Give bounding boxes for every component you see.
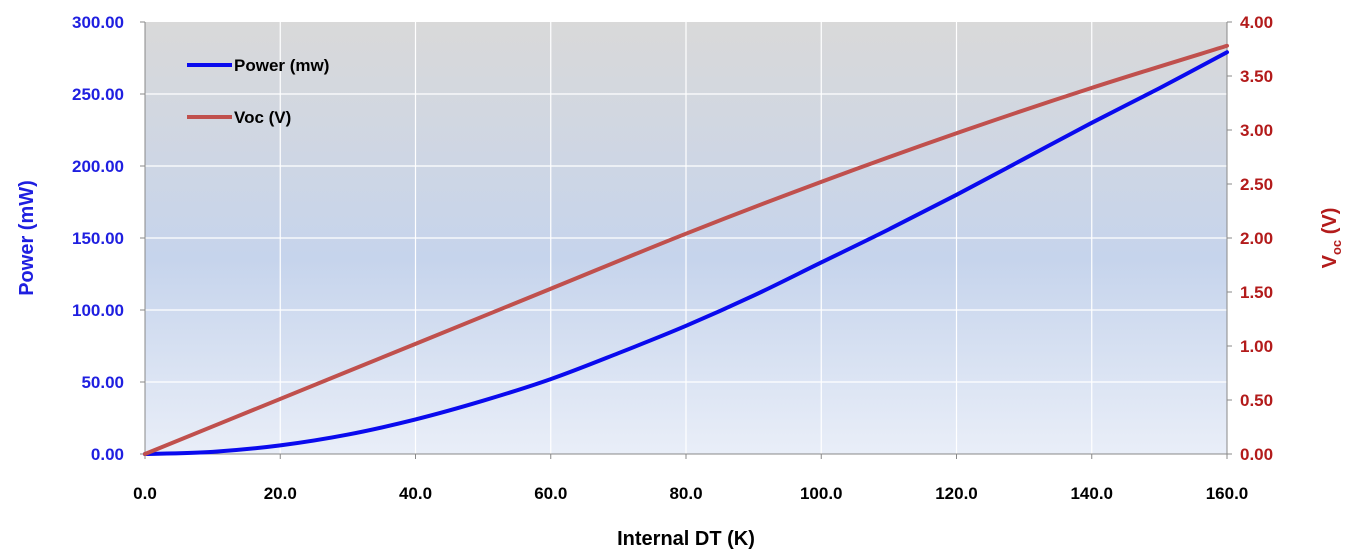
- x-axis-title: Internal DT (K): [617, 528, 755, 550]
- y-left-tick-label: 250.00: [72, 85, 124, 104]
- x-tick-label: 140.0: [1070, 484, 1113, 503]
- tick-labels: 0.0 20.0 40.0 60.0 80.0 100.0 120.0 140.0 160.0 0…: [72, 13, 1273, 503]
- y-left-tick-label: 150.00: [72, 229, 124, 248]
- y-right-tick-label: 3.00: [1240, 121, 1273, 140]
- series-group: [143, 43, 1229, 456]
- legend-label-voc: Voc (V): [234, 108, 291, 127]
- y-right-tick-label: 1.00: [1240, 337, 1273, 356]
- legend: Power (mw) Voc (V): [187, 56, 329, 127]
- x-tick-label: 80.0: [669, 484, 702, 503]
- series-line-power: [143, 50, 1229, 456]
- x-tick-label: 160.0: [1206, 484, 1249, 503]
- x-tick-label: 100.0: [800, 484, 843, 503]
- y-left-tick-label: 0.00: [91, 445, 124, 464]
- axes: [140, 21, 1232, 459]
- y-left-tick-label: 300.00: [72, 13, 124, 32]
- right-axis-title-suffix: (V): [1319, 208, 1341, 240]
- series-line-voc: [143, 43, 1229, 456]
- y-right-tick-label: 0.00: [1240, 445, 1273, 464]
- y-right-tick-label: 0.50: [1240, 391, 1273, 410]
- y-right-tick-label: 3.50: [1240, 67, 1273, 86]
- x-tick-label: 0.0: [133, 484, 157, 503]
- y-left-tick-label: 200.00: [72, 157, 124, 176]
- y-right-tick-label: 2.00: [1240, 229, 1273, 248]
- left-axis-title: Power (mW): [16, 180, 38, 296]
- y-right-tick-label: 4.00: [1240, 13, 1273, 32]
- x-tick-label: 120.0: [935, 484, 978, 503]
- x-tick-label: 20.0: [264, 484, 297, 503]
- right-axis-title-main: V: [1319, 254, 1341, 268]
- x-tick-label: 60.0: [534, 484, 567, 503]
- x-tick-label: 40.0: [399, 484, 432, 503]
- legend-label-power: Power (mw): [234, 56, 329, 75]
- right-axis-title-sub: oc: [1329, 240, 1344, 255]
- y-right-tick-label: 2.50: [1240, 175, 1273, 194]
- y-right-tick-label: 1.50: [1240, 283, 1273, 302]
- right-axis-title: Voc (V): [1319, 208, 1344, 269]
- y-left-tick-label: 50.00: [81, 373, 124, 392]
- y-left-tick-label: 100.00: [72, 301, 124, 320]
